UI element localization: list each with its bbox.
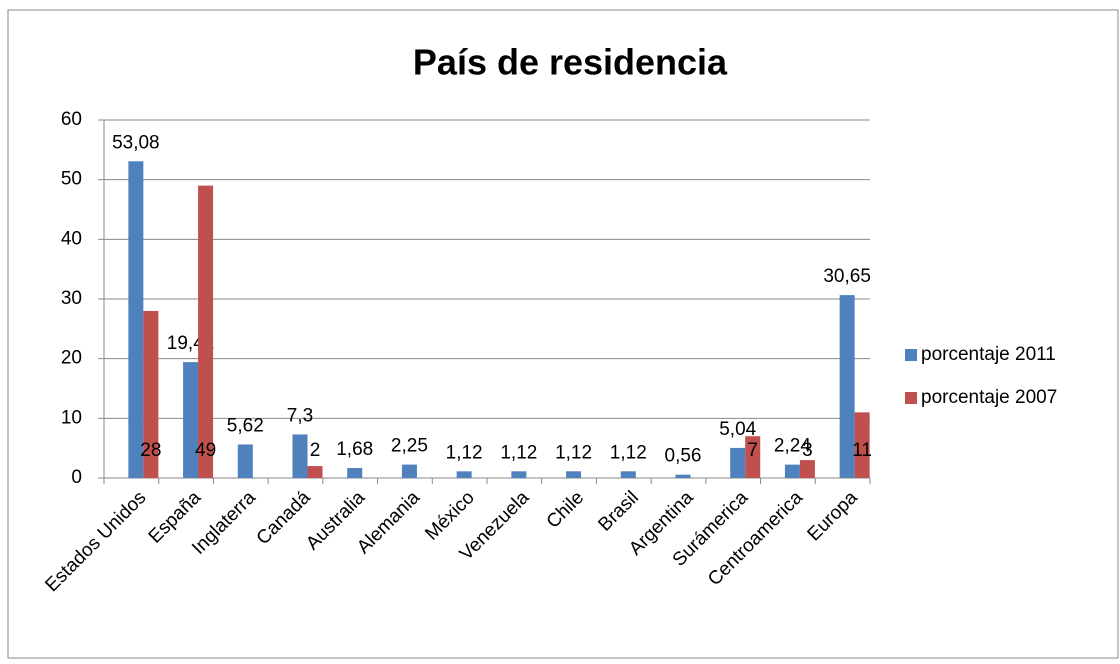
bar bbox=[854, 412, 870, 478]
data-label: 28 bbox=[140, 440, 161, 461]
data-label: 1,68 bbox=[336, 439, 373, 460]
bar bbox=[183, 362, 199, 478]
bar bbox=[799, 460, 815, 478]
data-label: 3 bbox=[802, 440, 813, 461]
y-tick-label: 30 bbox=[61, 288, 82, 309]
data-label: 1,12 bbox=[555, 442, 592, 463]
bar bbox=[292, 434, 308, 478]
bar bbox=[237, 444, 253, 478]
bar bbox=[620, 471, 636, 478]
data-label: 11 bbox=[852, 440, 872, 461]
bar bbox=[347, 467, 363, 478]
data-label: 1,12 bbox=[610, 442, 647, 463]
legend-swatch bbox=[905, 349, 917, 361]
bar bbox=[198, 185, 214, 478]
y-tick-label: 50 bbox=[61, 169, 82, 190]
bar bbox=[456, 471, 472, 478]
data-label: 1,12 bbox=[500, 442, 537, 463]
data-label: 7 bbox=[747, 440, 758, 461]
data-label: 5,62 bbox=[227, 415, 264, 436]
bar bbox=[839, 295, 855, 478]
data-label: 30,65 bbox=[823, 266, 871, 287]
bar bbox=[566, 471, 582, 478]
bar bbox=[143, 310, 159, 478]
data-label: 53,08 bbox=[112, 132, 160, 153]
data-label: 5,04 bbox=[719, 419, 756, 440]
data-label: 1,12 bbox=[446, 442, 483, 463]
data-label: 49 bbox=[195, 440, 216, 461]
chart-title: País de residencia bbox=[413, 42, 728, 83]
data-label: 0,56 bbox=[665, 446, 702, 467]
y-tick-label: 40 bbox=[61, 228, 82, 249]
chart-border bbox=[7, 9, 1119, 659]
bar bbox=[730, 447, 746, 478]
y-tick-label: 60 bbox=[61, 109, 82, 130]
bar bbox=[307, 466, 323, 478]
data-label: 2 bbox=[310, 440, 321, 461]
y-tick-label: 0 bbox=[71, 467, 82, 488]
data-label: 2,24 bbox=[774, 436, 811, 457]
y-tick-label: 10 bbox=[61, 407, 82, 428]
bar bbox=[401, 464, 417, 478]
legend-label: porcentaje 2011 bbox=[921, 344, 1056, 365]
data-label: 7,3 bbox=[287, 405, 313, 426]
bar bbox=[784, 464, 800, 478]
bar bbox=[511, 471, 527, 478]
y-tick-label: 20 bbox=[61, 348, 82, 369]
bar bbox=[128, 161, 144, 478]
bar bbox=[675, 474, 691, 478]
data-label: 2,25 bbox=[391, 436, 428, 457]
bar bbox=[745, 436, 761, 478]
legend-label: porcentaje 2007 bbox=[921, 387, 1057, 408]
legend-swatch bbox=[905, 392, 917, 404]
